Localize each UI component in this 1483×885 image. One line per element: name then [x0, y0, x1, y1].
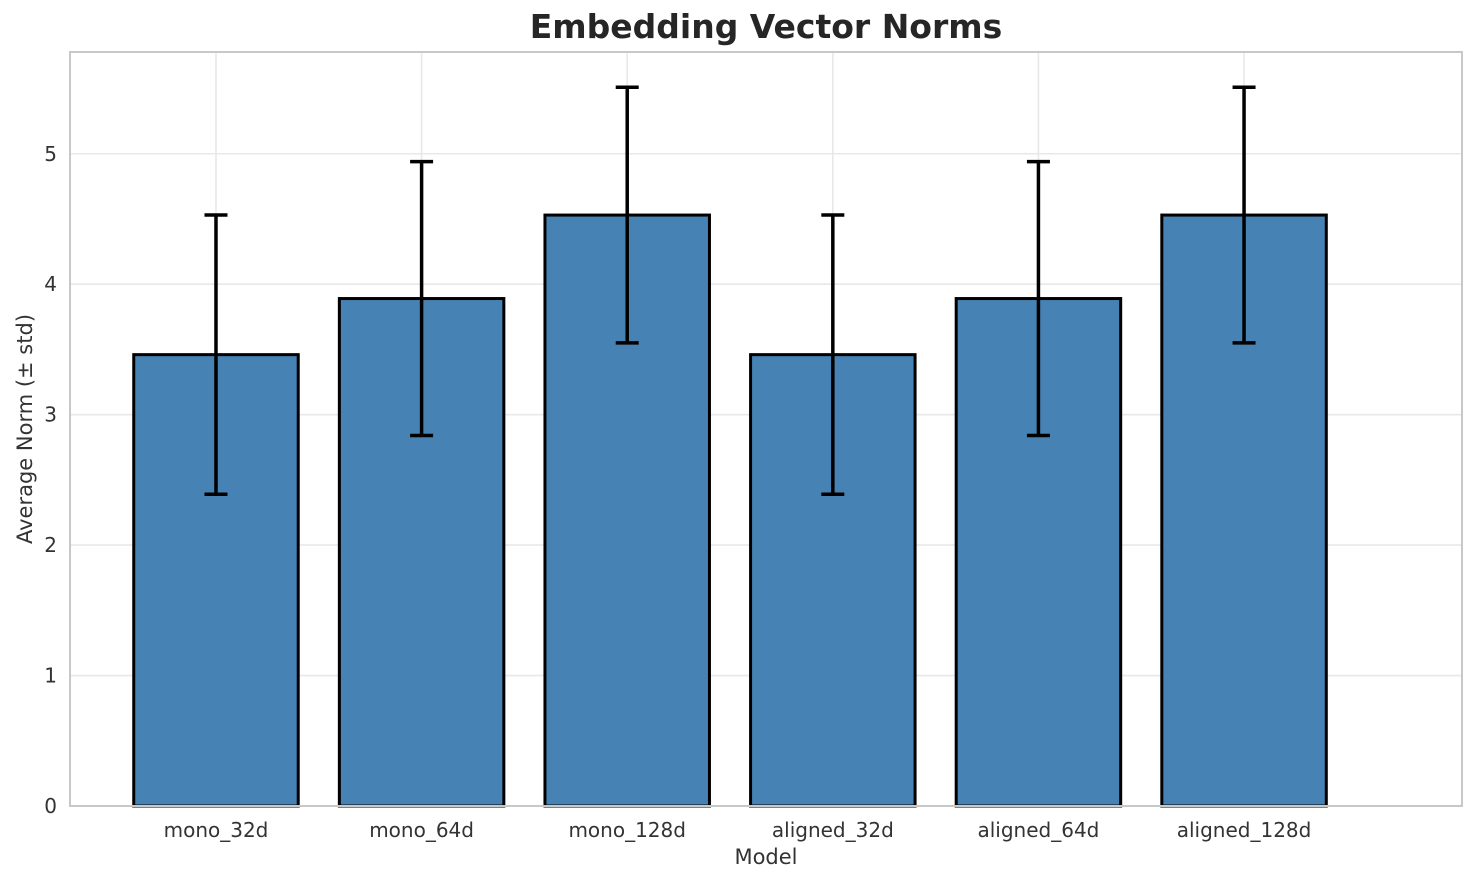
y-tick-label: 0 — [44, 794, 57, 818]
x-tick-label: aligned_32d — [772, 818, 894, 842]
y-tick-label: 4 — [44, 272, 57, 296]
chart-title: Embedding Vector Norms — [529, 7, 1003, 46]
x-axis-label: Model — [734, 845, 798, 869]
x-tick-label: aligned_128d — [1177, 818, 1312, 842]
x-tick-label: mono_64d — [369, 818, 474, 842]
plot-border — [69, 51, 1463, 807]
y-tick-label: 1 — [44, 664, 57, 688]
x-tick-label: mono_32d — [164, 818, 269, 842]
y-tick-label: 2 — [44, 533, 57, 557]
y-tick-label: 3 — [44, 403, 57, 427]
x-tick-label: mono_128d — [568, 818, 686, 842]
y-tick-label: 5 — [44, 142, 57, 166]
y-axis-label: Average Norm (± std) — [13, 313, 37, 545]
x-tick-label: aligned_64d — [977, 818, 1099, 842]
